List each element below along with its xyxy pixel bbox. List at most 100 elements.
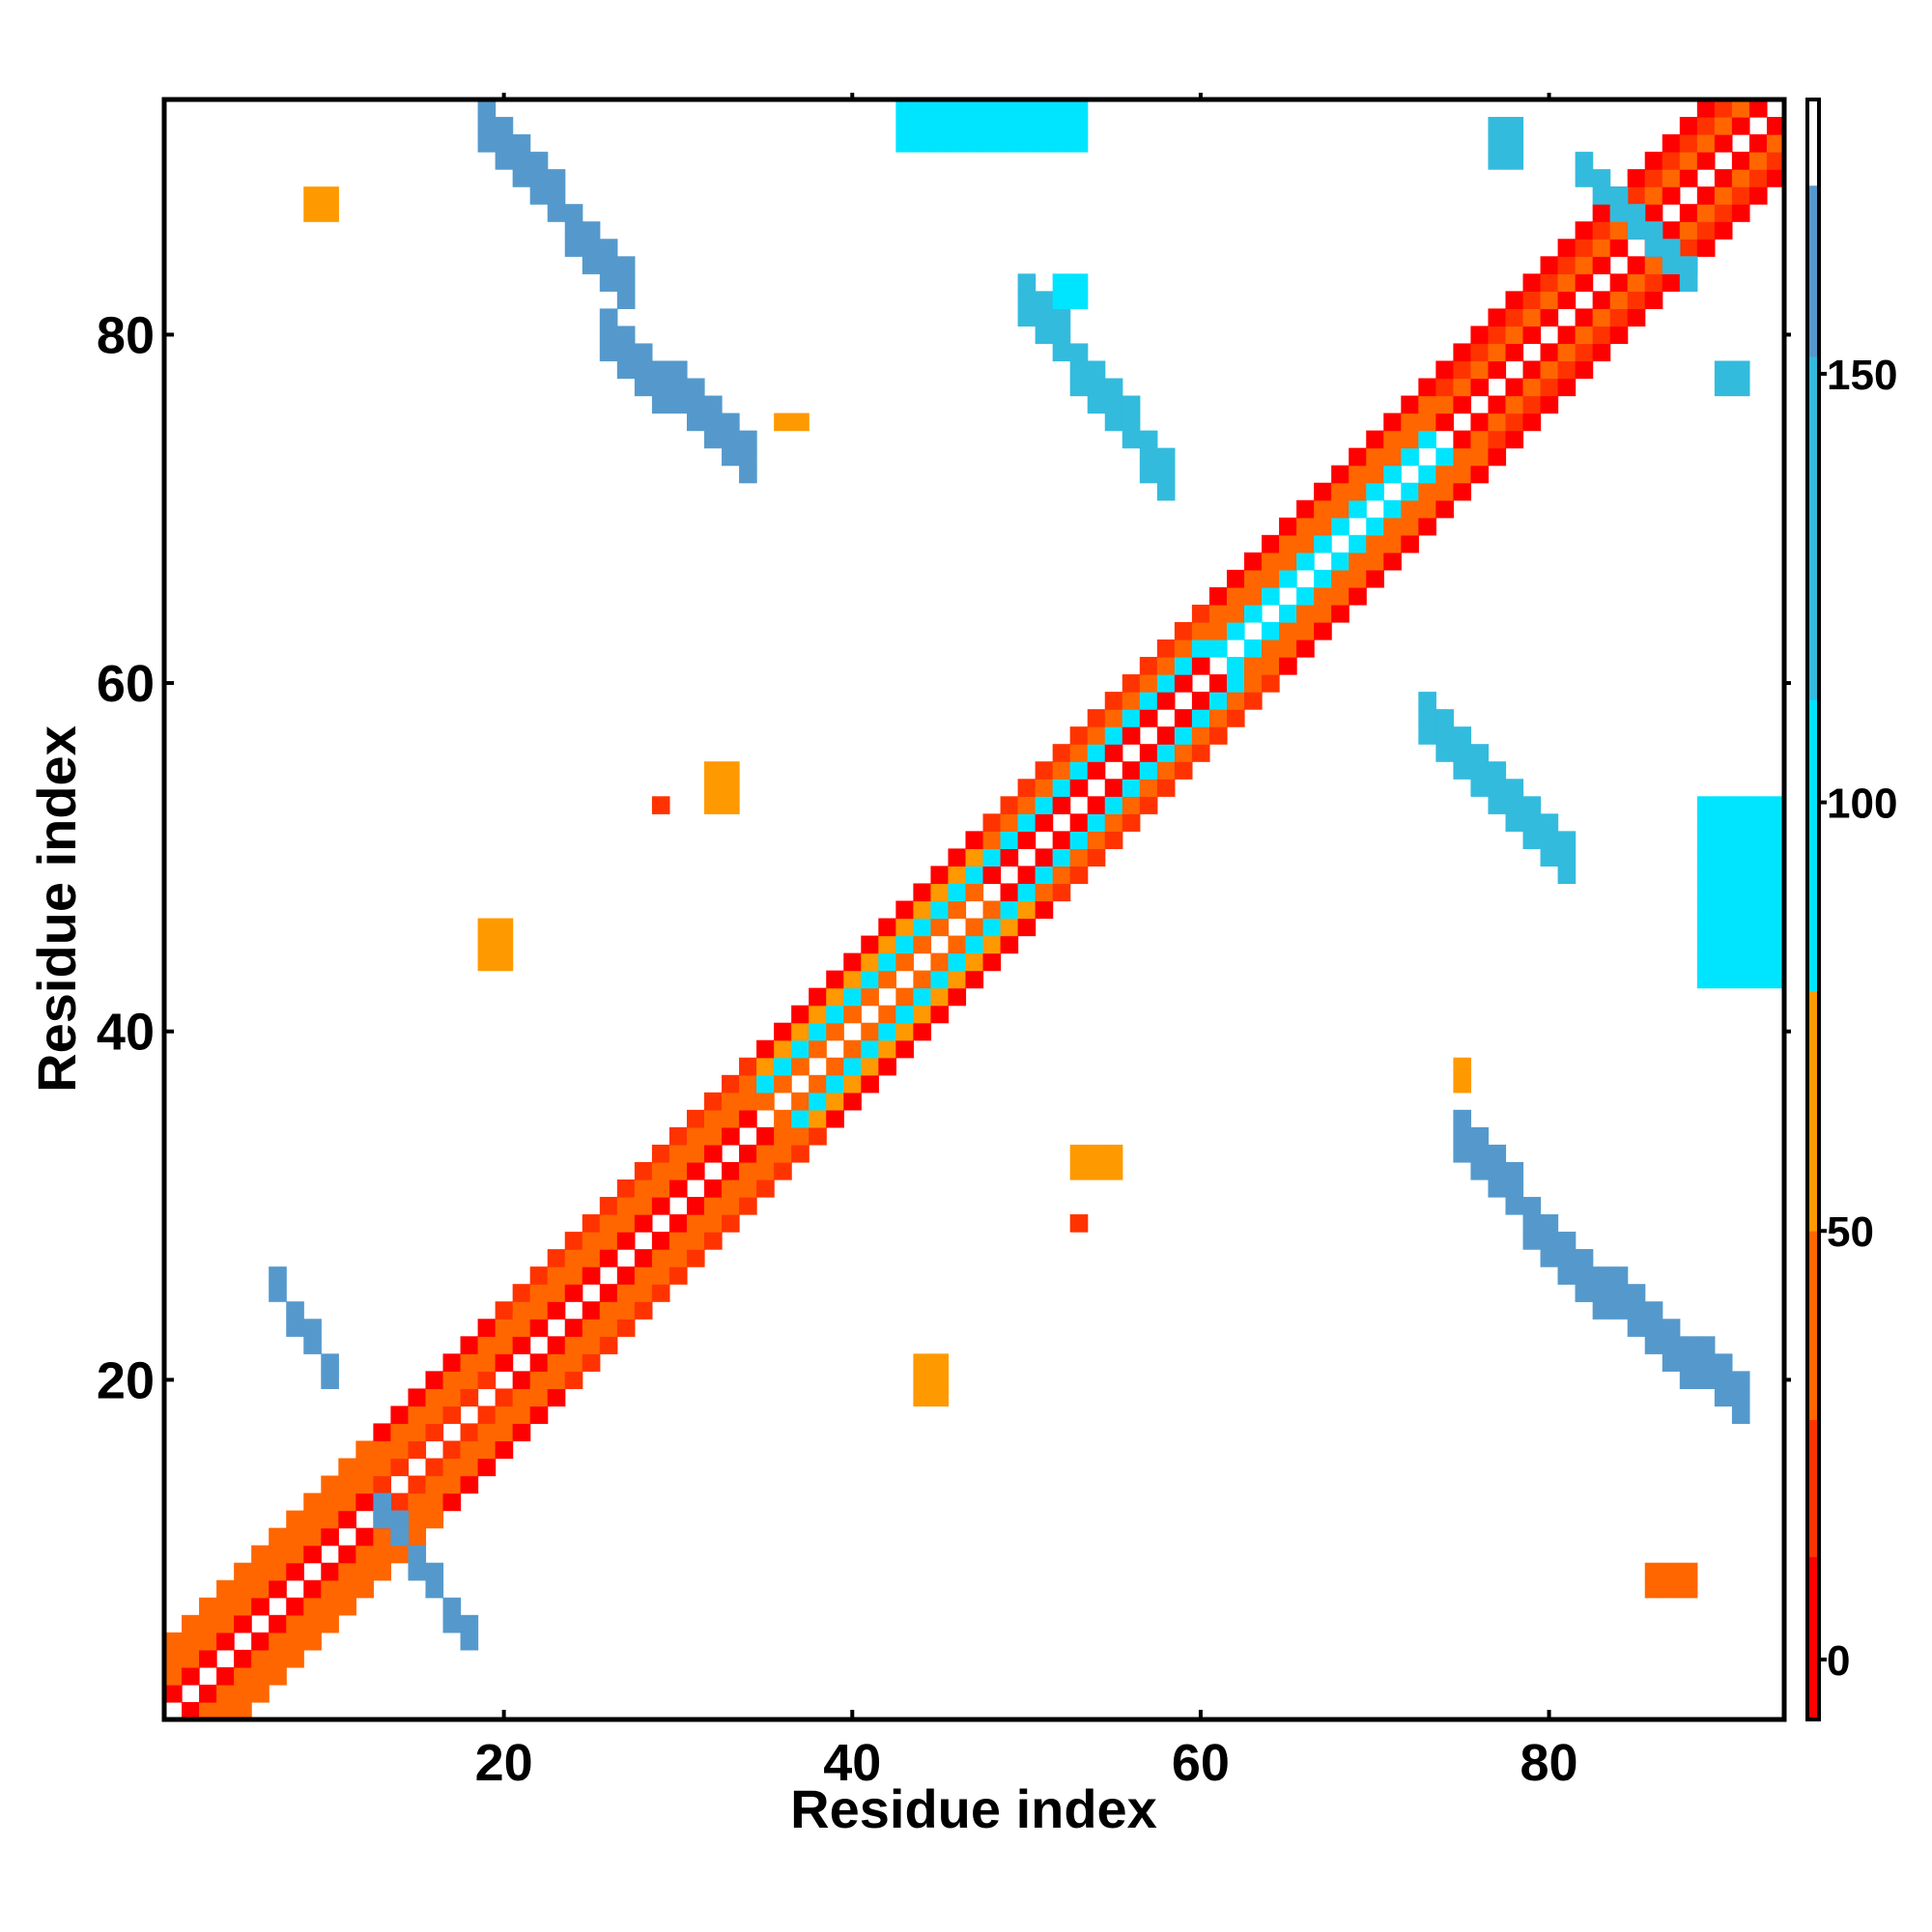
heatmap-cell: [1627, 186, 1646, 205]
heatmap-cell: [512, 1319, 531, 1337]
heatmap-cell: [616, 1214, 636, 1233]
heatmap-cell: [251, 1649, 270, 1668]
heatmap-cell: [895, 1022, 914, 1041]
heatmap-cell: [616, 1301, 636, 1320]
heatmap-cell: [895, 987, 914, 1007]
heatmap-cell: [739, 1161, 757, 1180]
heatmap-cell: [1226, 604, 1245, 623]
heatmap-cell: [1748, 99, 1768, 118]
heatmap-cell: [269, 1266, 287, 1285]
heatmap-cell: [321, 1562, 339, 1581]
heatmap-cell: [1644, 1301, 1663, 1320]
colorbar-segment: [1807, 1556, 1819, 1720]
heatmap-cell: [512, 1371, 531, 1389]
heatmap-cell: [1714, 900, 1733, 920]
heatmap-cell: [373, 1510, 392, 1529]
heatmap-cell: [913, 918, 932, 937]
heatmap-cell: [1609, 1301, 1629, 1320]
heatmap-cell: [1156, 465, 1176, 484]
heatmap-cell: [1679, 1579, 1698, 1599]
heatmap-cell: [722, 796, 740, 814]
heatmap-cell: [1262, 534, 1280, 554]
heatmap-cell: [1575, 169, 1594, 187]
heatmap-cell: [1470, 1161, 1490, 1180]
heatmap-cell: [512, 152, 531, 170]
heatmap-cell: [1156, 761, 1176, 780]
heatmap-cell: [477, 1319, 497, 1337]
heatmap-cell: [1017, 134, 1037, 153]
heatmap-cell: [1418, 709, 1436, 727]
heatmap-cell: [582, 1336, 601, 1354]
heatmap-cell: [948, 99, 967, 118]
heatmap-cell: [843, 952, 862, 972]
heatmap-cell: [756, 1092, 775, 1111]
heatmap-cell: [1383, 465, 1402, 484]
heatmap-cell: [495, 152, 514, 170]
heatmap-cell: [199, 1632, 217, 1651]
heatmap-cell: [321, 1371, 339, 1389]
heatmap-cell: [460, 1423, 479, 1442]
heatmap-cell: [286, 1614, 304, 1634]
heatmap-cell: [1331, 569, 1350, 588]
heatmap-cell: [1505, 796, 1524, 814]
heatmap-cell: [1208, 692, 1228, 710]
heatmap-cell: [1279, 639, 1297, 658]
heatmap-cell: [826, 1092, 844, 1111]
heatmap-cell: [564, 1266, 583, 1285]
heatmap-cell: [722, 779, 740, 797]
colorbar-segment: [1807, 990, 1819, 1232]
heatmap-cell: [982, 99, 1002, 118]
heatmap-cell: [686, 1109, 705, 1128]
heatmap-cell: [599, 343, 618, 362]
heatmap-cell: [286, 1510, 304, 1529]
heatmap-cell: [1748, 952, 1768, 972]
heatmap-cell: [1279, 569, 1297, 588]
heatmap-cell: [965, 134, 984, 153]
heatmap-cell: [948, 883, 967, 902]
heatmap-cell: [1435, 726, 1454, 745]
heatmap-cell: [529, 186, 549, 205]
heatmap-cell: [1696, 796, 1716, 814]
heatmap-cell: [355, 1545, 374, 1564]
heatmap-cell: [425, 1562, 444, 1581]
heatmap-cell: [216, 1632, 235, 1651]
heatmap-cell: [321, 1492, 339, 1512]
heatmap-cell: [1000, 935, 1019, 954]
heatmap-cell: [199, 1684, 217, 1703]
heatmap-cell: [1592, 1266, 1611, 1285]
heatmap-cell: [1731, 1388, 1750, 1407]
heatmap-cell: [651, 1161, 670, 1180]
heatmap-cell: [651, 1266, 670, 1285]
heatmap-cell: [739, 1057, 757, 1076]
colorbar-segment: [1807, 185, 1819, 357]
heatmap-cell: [529, 1353, 549, 1372]
heatmap-cell: [1748, 186, 1768, 205]
heatmap-cell: [1122, 430, 1141, 449]
heatmap-cell: [495, 918, 514, 937]
heatmap-cell: [809, 1109, 827, 1128]
heatmap-cell: [1314, 534, 1332, 554]
heatmap-cell: [1679, 152, 1698, 170]
heatmap-cell: [1557, 239, 1577, 257]
heatmap-cell: [1279, 657, 1297, 675]
heatmap-cell: [965, 866, 984, 885]
heatmap-cell: [582, 1266, 601, 1285]
heatmap-cell: [234, 1649, 252, 1668]
heatmap-cell: [1139, 744, 1158, 762]
heatmap-cell: [495, 952, 514, 972]
heatmap-cell: [791, 1022, 810, 1041]
heatmap-cell: [965, 883, 984, 902]
heatmap-cell: [878, 1005, 896, 1024]
heatmap-cell: [965, 935, 984, 954]
heatmap-cell: [1052, 744, 1071, 762]
heatmap-cell: [1731, 935, 1750, 954]
heatmap-cell: [1505, 1161, 1524, 1180]
heatmap-cell: [1609, 308, 1629, 327]
heatmap-cell: [1644, 291, 1663, 309]
heatmap-cell: [686, 378, 705, 397]
heatmap-cell: [930, 970, 950, 989]
heatmap-cell: [1401, 482, 1419, 501]
heatmap-cell: [668, 1249, 688, 1267]
heatmap-cell: [1244, 552, 1263, 571]
heatmap-cell: [1122, 412, 1141, 432]
